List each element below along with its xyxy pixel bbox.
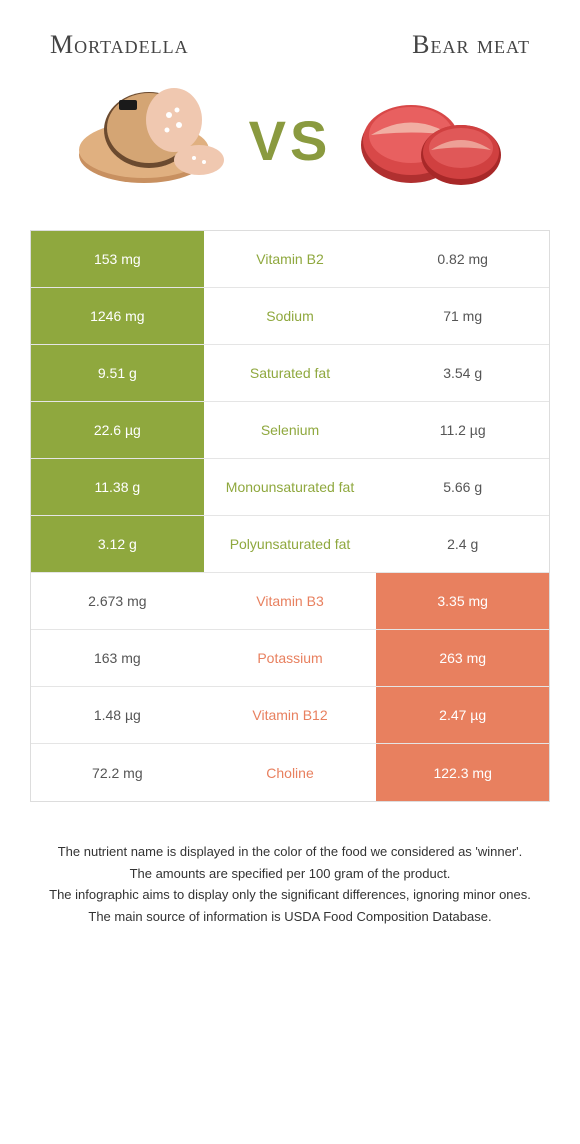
vs-label: VS	[249, 108, 332, 173]
cell-left: 9.51 g	[31, 345, 204, 401]
table-row: 11.38 gMonounsaturated fat5.66 g	[31, 459, 549, 516]
cell-nutrient: Vitamin B2	[204, 231, 377, 287]
header: Mortadella Bear meat	[0, 0, 580, 80]
cell-right: 263 mg	[376, 630, 549, 686]
cell-left: 163 mg	[31, 630, 204, 686]
cell-nutrient: Potassium	[204, 630, 377, 686]
table-row: 2.673 mgVitamin B33.35 mg	[31, 573, 549, 630]
cell-left: 22.6 µg	[31, 402, 204, 458]
cell-right: 71 mg	[376, 288, 549, 344]
cell-right: 11.2 µg	[376, 402, 549, 458]
footer-notes: The nutrient name is displayed in the co…	[0, 802, 580, 926]
cell-nutrient: Sodium	[204, 288, 377, 344]
cell-left: 153 mg	[31, 231, 204, 287]
cell-nutrient: Monounsaturated fat	[204, 459, 377, 515]
cell-nutrient: Saturated fat	[204, 345, 377, 401]
cell-right: 122.3 mg	[376, 744, 549, 801]
cell-left: 2.673 mg	[31, 573, 204, 629]
cell-left: 11.38 g	[31, 459, 204, 515]
comparison-table: 153 mgVitamin B20.82 mg1246 mgSodium71 m…	[30, 230, 550, 802]
table-row: 22.6 µgSelenium11.2 µg	[31, 402, 549, 459]
cell-nutrient: Vitamin B3	[204, 573, 377, 629]
cell-right: 2.4 g	[376, 516, 549, 572]
cell-left: 1.48 µg	[31, 687, 204, 743]
table-row: 3.12 gPolyunsaturated fat2.4 g	[31, 516, 549, 573]
table-row: 1.48 µgVitamin B122.47 µg	[31, 687, 549, 744]
table-row: 1246 mgSodium71 mg	[31, 288, 549, 345]
table-row: 163 mgPotassium263 mg	[31, 630, 549, 687]
cell-right: 0.82 mg	[376, 231, 549, 287]
title-right: Bear meat	[412, 30, 530, 60]
cell-nutrient: Choline	[204, 744, 377, 801]
footer-line: The amounts are specified per 100 gram o…	[30, 864, 550, 884]
table-row: 153 mgVitamin B20.82 mg	[31, 231, 549, 288]
table-row: 72.2 mgCholine122.3 mg	[31, 744, 549, 801]
footer-line: The nutrient name is displayed in the co…	[30, 842, 550, 862]
footer-line: The infographic aims to display only the…	[30, 885, 550, 905]
cell-left: 1246 mg	[31, 288, 204, 344]
cell-right: 3.35 mg	[376, 573, 549, 629]
footer-line: The main source of information is USDA F…	[30, 907, 550, 927]
cell-left: 3.12 g	[31, 516, 204, 572]
vs-row: VS	[0, 80, 580, 230]
bear-meat-image	[351, 80, 511, 200]
cell-right: 5.66 g	[376, 459, 549, 515]
cell-nutrient: Vitamin B12	[204, 687, 377, 743]
title-left: Mortadella	[50, 30, 189, 60]
cell-left: 72.2 mg	[31, 744, 204, 801]
cell-nutrient: Polyunsaturated fat	[204, 516, 377, 572]
table-row: 9.51 gSaturated fat3.54 g	[31, 345, 549, 402]
cell-right: 3.54 g	[376, 345, 549, 401]
cell-nutrient: Selenium	[204, 402, 377, 458]
cell-right: 2.47 µg	[376, 687, 549, 743]
mortadella-image	[69, 80, 229, 200]
